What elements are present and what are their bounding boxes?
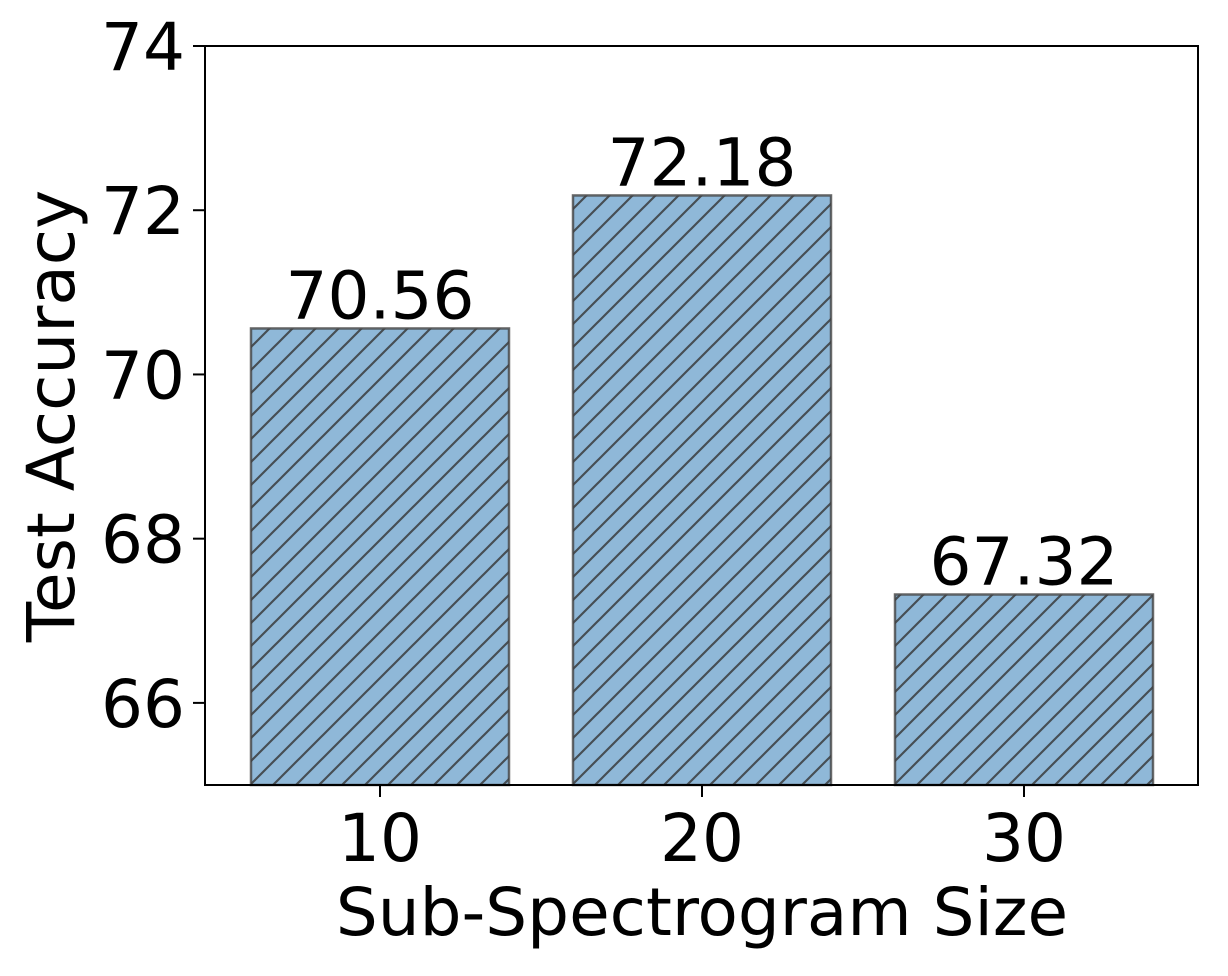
bar-hatch-20 bbox=[571, 194, 833, 787]
bar-hatch-10 bbox=[249, 327, 511, 787]
bar-value-label: 72.18 bbox=[608, 124, 797, 201]
x-tick-label: 30 bbox=[982, 800, 1066, 877]
x-tick-label: 10 bbox=[338, 800, 422, 877]
bar-hatch-30 bbox=[893, 593, 1155, 787]
y-axis-label: Test Accuracy bbox=[13, 190, 90, 643]
y-tick-label: 70 bbox=[101, 337, 185, 414]
axes-layer: 66 68 70 72 74 10 20 30 bbox=[101, 9, 1199, 877]
y-tick-label: 68 bbox=[101, 502, 185, 579]
y-tick-label: 66 bbox=[101, 666, 185, 743]
bar-value-label: 70.56 bbox=[286, 257, 475, 334]
bar-value-label: 67.32 bbox=[930, 524, 1119, 601]
y-tick-label: 74 bbox=[101, 9, 185, 86]
x-axis-label: Sub-Spectrogram Size bbox=[336, 874, 1068, 951]
bars-layer: 70.56 72.18 67.32 bbox=[249, 124, 1155, 787]
y-tick-label: 72 bbox=[101, 173, 185, 250]
x-tick-label: 20 bbox=[660, 800, 744, 877]
